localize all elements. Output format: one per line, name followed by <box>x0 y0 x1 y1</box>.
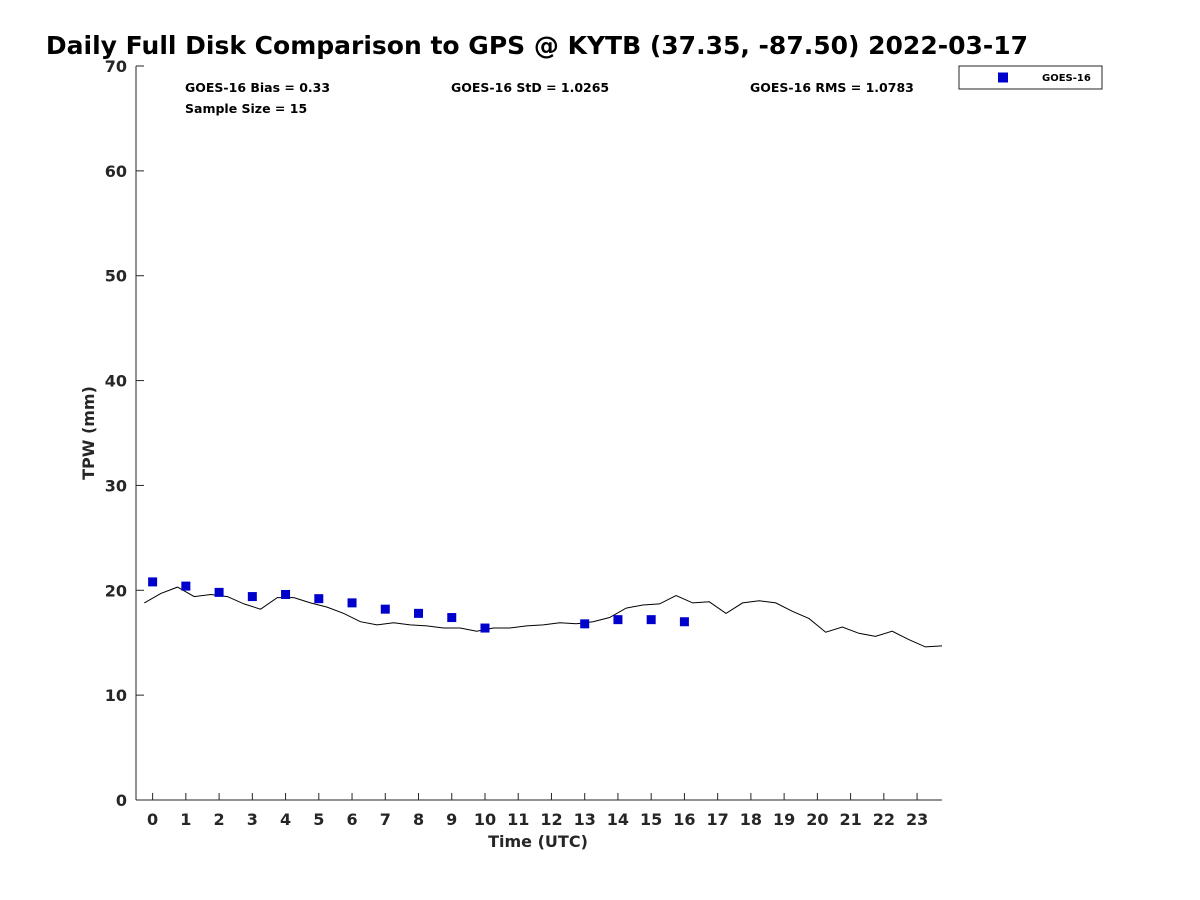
y-tick-label: 30 <box>105 476 127 495</box>
y-tick-label: 20 <box>105 581 127 600</box>
goes-16-point <box>247 592 257 602</box>
x-tick-label: 23 <box>906 810 928 829</box>
x-tick-label: 12 <box>540 810 562 829</box>
x-tick-label: 6 <box>346 810 357 829</box>
x-tick-label: 11 <box>507 810 529 829</box>
x-tick-label: 20 <box>806 810 828 829</box>
goes-16-point <box>646 615 656 625</box>
x-tick-label: 7 <box>380 810 391 829</box>
rms-stat: GOES-16 RMS = 1.0783 <box>750 80 914 95</box>
goes-16-point <box>347 598 357 608</box>
x-tick-label: 3 <box>247 810 258 829</box>
goes-16-point <box>447 613 457 623</box>
x-tick-label: 22 <box>873 810 895 829</box>
x-tick-label: 13 <box>574 810 596 829</box>
x-tick-label: 17 <box>707 810 729 829</box>
goes-16-point <box>380 604 390 614</box>
x-tick-label: 21 <box>839 810 861 829</box>
x-tick-label: 1 <box>180 810 191 829</box>
x-tick-label: 16 <box>673 810 695 829</box>
legend: GOES-16 <box>958 65 1103 90</box>
goes-16-point <box>580 619 590 629</box>
x-tick-label: 4 <box>280 810 291 829</box>
goes-16-point <box>281 589 291 599</box>
x-tick-label: 9 <box>446 810 457 829</box>
bias-stat: GOES-16 Bias = 0.33 <box>185 80 330 95</box>
x-tick-label: 10 <box>474 810 496 829</box>
goes-16-point <box>414 608 424 618</box>
goes-16-point <box>181 581 191 591</box>
legend-label-goes-16: GOES-16 <box>1042 73 1091 84</box>
series-points <box>148 577 689 633</box>
x-tick-label: 8 <box>413 810 424 829</box>
goes-16-point <box>679 617 689 627</box>
x-tick-label: 15 <box>640 810 662 829</box>
x-tick-label: 19 <box>773 810 795 829</box>
goes-16-point <box>480 623 490 633</box>
x-tick-label: 0 <box>147 810 158 829</box>
y-tick-label: 50 <box>105 267 127 286</box>
y-tick-label: 60 <box>105 162 127 181</box>
y-tick-label: 70 <box>105 57 127 76</box>
y-ticks: 0 10 20 30 40 50 60 70 <box>105 57 144 810</box>
y-axis-label: TPW (mm) <box>79 386 98 480</box>
goes-16-point <box>314 594 324 604</box>
x-ticks: 0 1 2 3 4 5 6 7 8 9 10 11 12 13 14 15 16 17 18 19 20 21 22 23 <box>147 793 928 829</box>
x-axis-label: Time (UTC) <box>488 832 588 851</box>
x-tick-label: 18 <box>740 810 762 829</box>
x-tick-label: 2 <box>214 810 225 829</box>
legend-marker-goes-16 <box>998 72 1008 83</box>
y-tick-label: 0 <box>116 791 127 810</box>
gps-line <box>144 586 943 648</box>
y-tick-label: 10 <box>105 686 127 705</box>
y-tick-label: 40 <box>105 372 127 391</box>
goes-16-point <box>148 577 158 587</box>
goes-16-point <box>214 587 224 597</box>
std-stat: GOES-16 StD = 1.0265 <box>451 80 609 95</box>
x-tick-label: 5 <box>313 810 324 829</box>
series-lines <box>144 586 943 648</box>
sample-size-stat: Sample Size = 15 <box>185 101 307 116</box>
legend-box <box>958 65 1103 90</box>
chart-title: Daily Full Disk Comparison to GPS @ KYTB… <box>46 31 1028 60</box>
goes-16-point <box>613 615 623 625</box>
x-tick-label: 14 <box>607 810 629 829</box>
